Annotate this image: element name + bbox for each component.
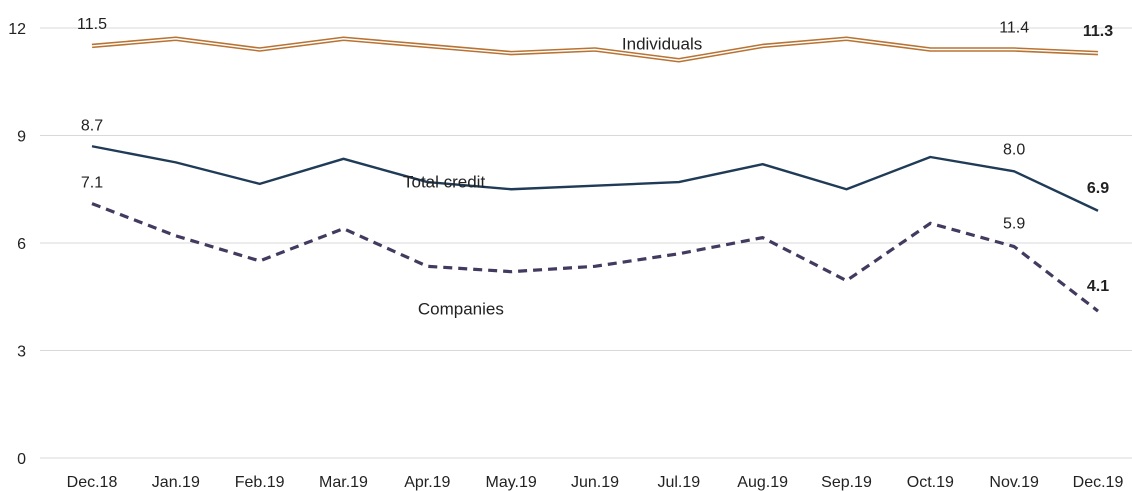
series-label-companies: Companies — [418, 300, 504, 319]
x-tick-label: Dec.19 — [1073, 474, 1124, 491]
x-axis-ticks: Dec.18 Jan.19 Feb.19 Mar.19 Apr.19 May.19 Jun.… — [67, 474, 1124, 491]
y-tick-label: 9 — [17, 129, 26, 146]
x-tick-label: Apr.19 — [404, 474, 450, 491]
y-axis-ticks: 0 3 6 9 12 — [8, 21, 26, 468]
series-labels: Individuals Total credit Companies — [403, 35, 702, 319]
series-label-total-credit: Total credit — [403, 172, 485, 191]
series-line-companies — [91, 202, 1099, 313]
data-label: 11.4 — [999, 20, 1029, 37]
series-line-total-credit — [91, 145, 1099, 212]
data-label: 6.9 — [1087, 180, 1109, 197]
x-tick-label: Mar.19 — [319, 474, 368, 491]
x-tick-label: Jul.19 — [657, 474, 700, 491]
y-tick-label: 3 — [17, 344, 26, 361]
data-label: 11.5 — [77, 16, 107, 33]
x-tick-label: Dec.18 — [67, 474, 118, 491]
data-label: 4.1 — [1087, 278, 1109, 295]
series-line-individuals-inner — [91, 38, 1099, 61]
x-tick-label: Jan.19 — [152, 474, 200, 491]
data-label: 8.0 — [1003, 141, 1025, 158]
y-tick-label: 12 — [8, 21, 26, 38]
series-lines — [91, 36, 1099, 313]
x-tick-label: Feb.19 — [235, 474, 285, 491]
x-tick-label: Sep.19 — [821, 474, 872, 491]
data-label: 5.9 — [1003, 216, 1025, 233]
data-label: 8.7 — [81, 117, 103, 134]
x-tick-label: Aug.19 — [737, 474, 788, 491]
x-tick-label: May.19 — [486, 474, 537, 491]
x-tick-label: Oct.19 — [907, 474, 954, 491]
data-labels: 11.5 11.4 11.3 8.7 8.0 6.9 7.1 5.9 4.1 — [77, 16, 1113, 295]
y-tick-label: 6 — [17, 236, 26, 253]
y-tick-label: 0 — [17, 451, 26, 468]
x-tick-label: Nov.19 — [989, 474, 1039, 491]
data-label: 11.3 — [1083, 23, 1113, 40]
gridlines — [40, 27, 1132, 459]
series-label-individuals: Individuals — [622, 35, 702, 54]
x-tick-label: Jun.19 — [571, 474, 619, 491]
data-label: 7.1 — [81, 175, 103, 192]
